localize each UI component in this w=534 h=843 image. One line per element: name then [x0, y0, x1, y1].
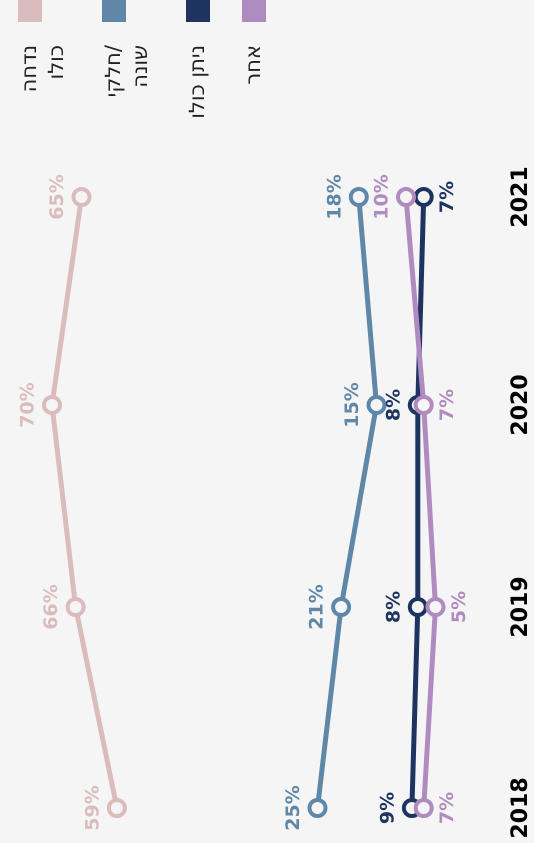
data-label: 7% — [436, 181, 458, 213]
point — [65, 597, 86, 617]
data-label: 8% — [382, 591, 404, 623]
data-label: 65% — [46, 174, 68, 219]
point — [396, 187, 416, 207]
line — [49, 196, 120, 809]
data-label: 7% — [436, 792, 458, 824]
x-tick-label: 2018 — [508, 777, 533, 838]
data-label: 7% — [436, 389, 458, 421]
data-label: 70% — [17, 382, 39, 427]
point — [307, 798, 328, 818]
x-tick-label: 2021 — [508, 166, 533, 227]
data-label: 9% — [376, 792, 398, 824]
legend-swatch — [242, 0, 266, 22]
data-label: 5% — [448, 591, 470, 623]
legend-label: אחר — [241, 45, 265, 85]
legend-label: נדחה כולו — [17, 45, 68, 92]
point — [413, 395, 434, 415]
point — [425, 597, 446, 617]
legend-swatch — [102, 0, 126, 22]
data-label: 8% — [382, 389, 404, 421]
point — [413, 798, 434, 818]
point — [331, 597, 352, 617]
legend-swatch — [186, 0, 210, 22]
data-label: 66% — [40, 584, 62, 629]
legend-label: ניתן כולו — [185, 45, 209, 119]
line — [409, 196, 427, 809]
data-label: 15% — [341, 382, 363, 427]
point — [42, 395, 62, 415]
legend-label: חלקי/שונה — [101, 44, 152, 97]
x-tick-label: 2019 — [508, 576, 533, 637]
x-tick-label: 2020 — [508, 374, 533, 435]
data-label: 21% — [306, 584, 328, 629]
point — [71, 187, 92, 207]
line — [403, 196, 438, 809]
point — [407, 597, 428, 617]
point — [348, 187, 369, 207]
data-label: 18% — [323, 174, 345, 219]
line — [315, 196, 379, 809]
point — [106, 798, 127, 818]
data-label: 10% — [371, 174, 393, 219]
point — [366, 395, 387, 415]
data-label: 59% — [81, 785, 103, 830]
legend-swatch — [18, 0, 42, 22]
data-label: 25% — [282, 785, 304, 830]
point — [413, 187, 434, 207]
